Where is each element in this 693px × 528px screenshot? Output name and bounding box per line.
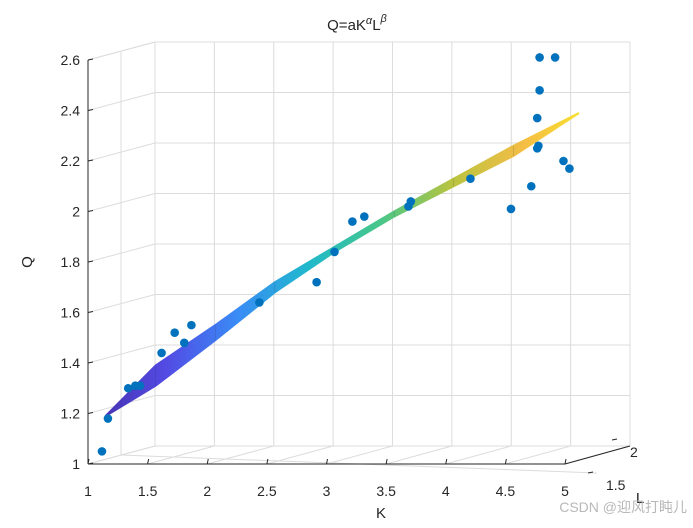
y-tick-mark <box>611 438 618 441</box>
x-tick-mark <box>326 458 328 465</box>
grid-line-top-left <box>87 41 156 61</box>
z-tick-mark <box>87 109 94 111</box>
z-tick-label: 2.4 <box>61 103 81 119</box>
floor-grid-line <box>326 445 393 465</box>
x-tick-mark <box>206 458 209 465</box>
y-axis-label: L <box>636 490 644 507</box>
z-tick-mark <box>87 58 94 61</box>
x-tick-label: 1 <box>84 483 92 499</box>
y-axis-line <box>564 445 631 465</box>
z-tick-label: 1.6 <box>61 305 81 321</box>
z-tick-label: 2 <box>72 204 80 220</box>
x-tick-label: 5 <box>561 483 569 499</box>
y-tick-mark <box>587 471 594 474</box>
x-tick-mark <box>266 458 269 465</box>
x-tick-label: 3.5 <box>376 483 396 499</box>
x-tick-mark <box>385 458 388 465</box>
floor-grid-line <box>385 445 453 465</box>
data-point <box>255 298 264 307</box>
z-tick-mark <box>87 462 94 465</box>
data-point <box>550 53 560 62</box>
data-point <box>534 141 543 151</box>
data-point <box>97 447 107 456</box>
x-axis-label: K <box>376 505 386 522</box>
data-point <box>559 156 568 166</box>
data-point <box>348 217 357 226</box>
x-tick-label: 3 <box>323 483 331 499</box>
x-tick-label: 1.5 <box>138 483 158 499</box>
z-tick-label: 1.4 <box>61 355 81 371</box>
x-tick-mark <box>564 458 567 465</box>
z-tick-label: 2.2 <box>61 153 81 169</box>
fitted-surface <box>104 112 580 417</box>
data-point <box>187 320 196 330</box>
data-point <box>103 414 113 423</box>
data-point <box>535 53 544 62</box>
data-point <box>565 164 574 173</box>
data-point <box>506 204 516 214</box>
data-point <box>157 348 166 358</box>
z-tick-mark <box>87 260 94 263</box>
data-point <box>466 174 475 183</box>
data-point <box>532 113 542 123</box>
watermark: CSDN @迎风打盹儿 <box>559 499 687 515</box>
x-tick-label: 4 <box>442 483 450 499</box>
x-tick-mark <box>147 458 150 465</box>
y-tick-label: 1.5 <box>606 477 626 493</box>
data-point <box>135 381 145 391</box>
floor-grid-line <box>147 445 215 465</box>
floor-grid-line <box>445 445 512 465</box>
y-tick-label: 2 <box>630 444 638 460</box>
x-tick-mark <box>504 458 507 465</box>
data-point <box>123 383 133 393</box>
data-point <box>406 197 416 206</box>
floor-grid-line <box>505 445 571 465</box>
x-tick-mark <box>445 458 448 465</box>
data-point <box>179 338 189 348</box>
z-tick-mark <box>87 311 94 313</box>
data-point <box>312 277 321 287</box>
z-axis-label: Q <box>19 256 36 268</box>
z-tick-mark <box>87 159 94 162</box>
floor-grid-line <box>207 445 274 465</box>
data-point <box>170 328 180 338</box>
data-point <box>535 86 544 95</box>
data-point <box>360 212 369 221</box>
x-tick-label: 2 <box>203 483 211 499</box>
x-tick-label: 4.5 <box>496 483 516 499</box>
chart-title: Q=aKαLβ <box>327 13 387 34</box>
data-point <box>526 181 536 191</box>
z-tick-label: 1 <box>72 456 80 472</box>
z-tick-mark <box>87 210 94 212</box>
z-tick-mark <box>87 412 94 414</box>
data-point <box>330 247 339 257</box>
z-tick-label: 1.8 <box>61 254 81 270</box>
x-tick-mark <box>87 458 90 465</box>
z-tick-label: 2.6 <box>61 52 81 68</box>
z-tick-mark <box>87 361 94 364</box>
z-tick-label: 1.2 <box>61 406 81 422</box>
x-tick-label: 2.5 <box>257 483 277 499</box>
